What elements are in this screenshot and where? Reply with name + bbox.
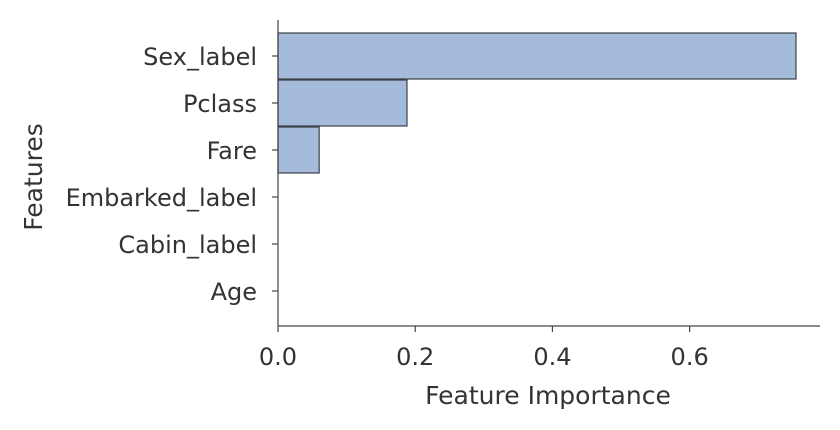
x-tick-label: 0.4 <box>533 343 571 371</box>
bar-fare <box>277 126 320 174</box>
y-tick-label: Cabin_label <box>118 231 257 259</box>
y-axis-label: Features <box>19 123 48 231</box>
x-tick-label: 0.6 <box>671 343 709 371</box>
y-tick-label: Embarked_label <box>66 184 257 212</box>
y-tick-label: Sex_label <box>143 43 257 71</box>
x-axis-label: Feature Importance <box>425 381 671 410</box>
x-tick-label: 0.0 <box>259 343 297 371</box>
y-tick-label: Age <box>211 278 257 306</box>
y-tick-label: Pclass <box>183 90 257 118</box>
y-tick-group: Sex_label Pclass Fare Embarked_label Cabin_l… <box>66 43 278 306</box>
bar-sex-label <box>277 32 797 80</box>
x-tick-group: 0.0 0.2 0.4 0.6 <box>259 326 709 371</box>
y-tick-label: Fare <box>207 137 257 165</box>
x-tick-label: 0.2 <box>396 343 434 371</box>
bar-pclass <box>277 79 408 127</box>
bars-group <box>277 32 797 174</box>
